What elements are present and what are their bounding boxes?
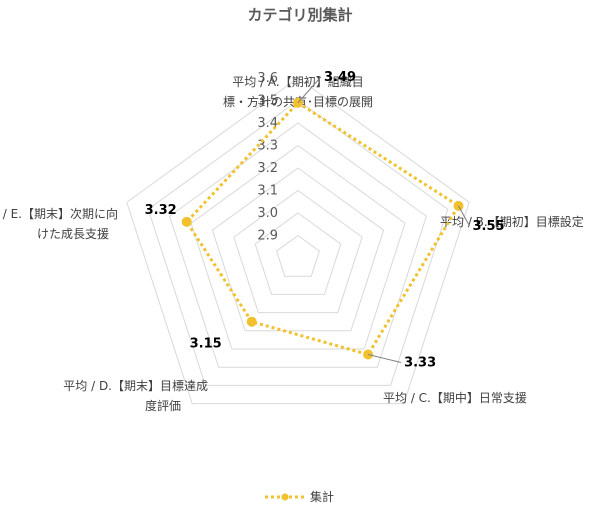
tick-label: 3.3	[257, 139, 278, 154]
category-label: 平均 / A.【期初】組織目	[232, 75, 364, 89]
tick-label: 3.5	[257, 94, 278, 109]
tick-label: 3.0	[257, 206, 278, 221]
tick-labels: 2.9 3.0 3.1 3.2 3.3 3.4 3.5 3.6	[257, 71, 278, 244]
data-label: 3.49	[324, 70, 356, 85]
grid-ring	[211, 167, 385, 332]
chart-title: カテゴリ別集計	[247, 6, 352, 24]
legend-marker	[281, 493, 289, 501]
grid-ring	[276, 234, 320, 277]
tick-label: 2.9	[257, 229, 278, 244]
legend-entry: 集計	[310, 489, 334, 504]
data-label: 3.33	[404, 355, 436, 370]
data-label: 3.32	[145, 203, 177, 218]
category-label: 平均 / B.【期初】目標設定	[440, 214, 584, 229]
series-group	[181, 97, 464, 360]
grid-ring	[126, 77, 470, 405]
tick-label: 3.1	[257, 184, 278, 199]
category-labels: 平均 / A.【期初】組織目標・方針の共有･目標の展開平均 / B.【期初】目標…	[0, 75, 584, 413]
category-label: 平均 / E.【期末】次期に向	[0, 206, 118, 221]
category-label: 度評価	[145, 398, 181, 413]
tick-label: 3.4	[257, 116, 278, 131]
legend: 集計	[265, 489, 334, 504]
data-label: 3.15	[190, 337, 222, 352]
grid-ring	[147, 99, 449, 386]
grid-ring	[233, 189, 363, 314]
category-label: けた成長支援	[37, 227, 109, 241]
grid-ring	[169, 122, 427, 368]
grid-ring	[254, 212, 342, 295]
leader-line	[458, 205, 470, 227]
tick-label: 3.6	[257, 71, 278, 86]
data-labels: 3.49 3.55 3.33 3.15 3.32	[145, 70, 505, 371]
leader-line	[297, 76, 322, 104]
category-label: 平均 / D.【期末】目標達成	[63, 379, 208, 393]
category-label: 平均 / C.【期中】日常支援	[383, 390, 527, 405]
data-label: 3.55	[472, 219, 504, 234]
tick-label: 3.2	[257, 161, 278, 176]
series-point	[246, 316, 257, 327]
leader-line	[367, 353, 402, 363]
grid-ring	[190, 144, 406, 350]
series-line	[184, 100, 461, 357]
radar-grid	[126, 77, 470, 405]
series-point	[181, 216, 192, 227]
